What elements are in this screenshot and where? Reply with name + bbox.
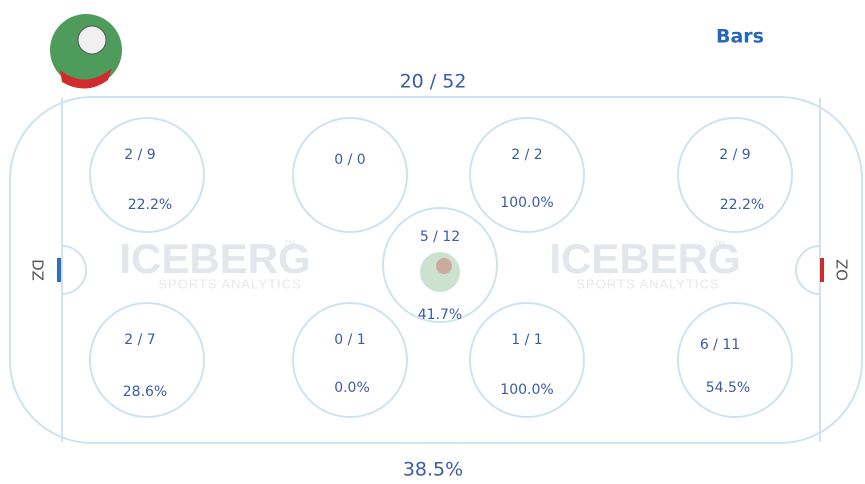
crease	[795, 245, 821, 295]
crease	[61, 245, 87, 295]
team-logo	[50, 14, 122, 89]
goal	[820, 258, 824, 282]
watermark: SPORTS ANALYTICS	[158, 276, 301, 291]
zone-pct: 22.2%	[128, 197, 172, 213]
watermark: SPORTS ANALYTICS	[576, 276, 719, 291]
zone-circle	[89, 117, 205, 233]
zone-circle	[677, 117, 793, 233]
watermark: ICEBERG	[549, 235, 740, 282]
center-logo	[420, 252, 460, 292]
zone-circle	[89, 302, 205, 418]
zone-pct: 0.0%	[334, 380, 370, 396]
zone-fraction: 1 / 1	[511, 332, 542, 348]
zone-fraction: 2 / 9	[719, 147, 750, 163]
zone-fraction: 0 / 0	[334, 152, 365, 168]
watermark: ™	[713, 237, 727, 252]
goal	[57, 258, 61, 282]
center-logo	[436, 258, 452, 274]
zone-pct: 22.2%	[720, 197, 764, 213]
zone-circle	[292, 117, 408, 233]
zone-label: OZ	[834, 259, 852, 281]
watermark: ICEBERG	[119, 235, 310, 282]
zone-circle	[382, 207, 498, 323]
zone-pct: 100.0%	[500, 382, 553, 398]
zone-circle	[292, 302, 408, 418]
zone-fraction: 6 / 11	[700, 337, 740, 353]
rink-border	[9, 96, 863, 444]
zone-pct: 28.6%	[123, 384, 167, 400]
zone-pct: 41.7%	[418, 307, 462, 323]
watermark: ™	[283, 237, 297, 252]
zone-fraction: 2 / 7	[124, 332, 155, 348]
zone-pct: 100.0%	[500, 195, 553, 211]
zone-fraction: 2 / 9	[124, 147, 155, 163]
zone-fraction: 0 / 1	[334, 332, 365, 348]
zone-label: DZ	[29, 259, 47, 281]
total: 20 / 52	[400, 71, 467, 93]
zone-pct: 54.5%	[706, 380, 750, 396]
zone-circle	[469, 302, 585, 418]
zone-fraction: 2 / 2	[511, 147, 542, 163]
zone-circle	[677, 302, 793, 418]
zone-circle	[469, 117, 585, 233]
zone-fraction: 5 / 12	[420, 229, 460, 245]
team-name: Bars	[716, 26, 764, 48]
total-pct: 38.5%	[403, 459, 463, 481]
